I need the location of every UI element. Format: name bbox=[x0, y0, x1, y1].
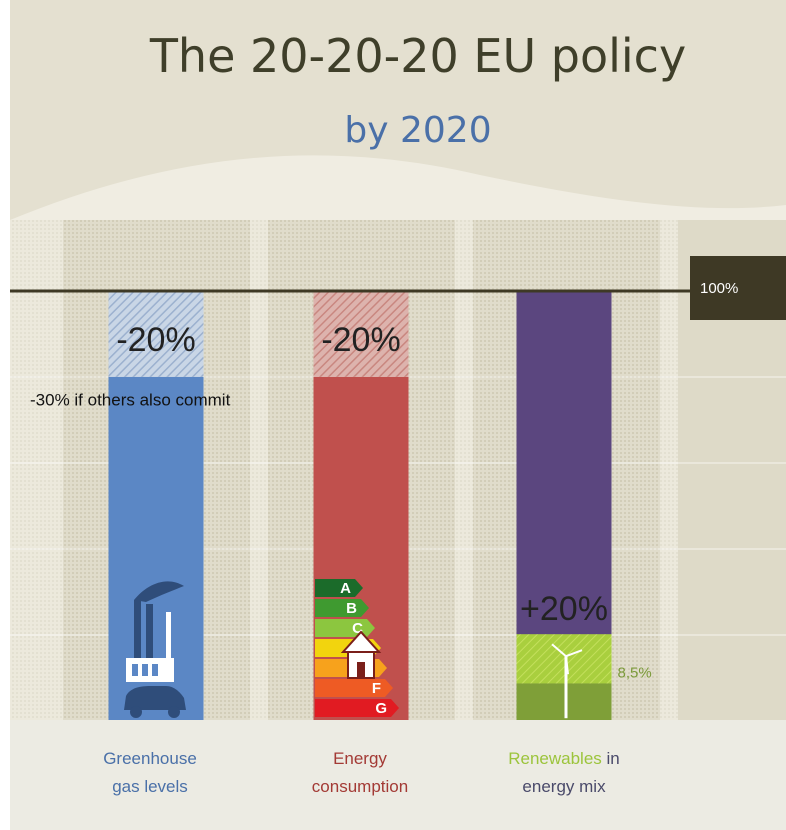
car-body bbox=[124, 686, 186, 710]
energy-class-G bbox=[315, 699, 399, 717]
chart-title: The 20-20-20 EU policy bbox=[149, 29, 686, 83]
category-label-1-line2: gas levels bbox=[112, 777, 188, 796]
bar-1-note: -30% if others also commit bbox=[30, 391, 231, 410]
energy-class-letter: G bbox=[375, 700, 387, 717]
turbine-blade bbox=[551, 643, 567, 657]
bar-3-current-segment bbox=[516, 683, 612, 720]
wind-turbine-icon bbox=[551, 643, 583, 719]
energy-class-F bbox=[315, 679, 393, 697]
footer-band bbox=[10, 720, 786, 830]
chart-subtitle: by 2020 bbox=[344, 110, 491, 151]
category-label-2-line1: Energy bbox=[333, 749, 387, 768]
energy-class-letter: A bbox=[340, 580, 351, 597]
category-label-3-rest: in bbox=[602, 749, 620, 768]
factory-pipe bbox=[166, 612, 171, 658]
energy-class-letter: F bbox=[372, 680, 381, 697]
energy-class-A bbox=[315, 579, 363, 597]
bar-2-reduction bbox=[313, 291, 409, 377]
category-label-3-line1: Renewables in bbox=[508, 749, 620, 768]
energy-class-letter: C bbox=[352, 620, 363, 637]
bar-1-value-label: -20% bbox=[116, 321, 195, 359]
car-icon bbox=[124, 686, 186, 718]
bar-2-value-label: -20% bbox=[321, 321, 400, 359]
factory-chimney bbox=[146, 604, 153, 658]
factory-smoke bbox=[134, 581, 184, 602]
factory-icon bbox=[126, 581, 184, 682]
turbine-blade bbox=[565, 656, 569, 675]
energy-class-B bbox=[315, 599, 369, 617]
energy-label-icon: ABCDEFG bbox=[315, 579, 399, 717]
reference-tag bbox=[690, 256, 786, 320]
category-label-3-highlight: Renewables bbox=[508, 749, 602, 768]
bar-3-target-segment bbox=[516, 634, 612, 684]
car-wheel bbox=[168, 706, 180, 718]
bar-1-reduction bbox=[108, 291, 204, 377]
bar-3-value-label: +20% bbox=[520, 590, 608, 628]
energy-class-C bbox=[315, 619, 375, 637]
bars-group: -20% -20% +20% 8,5% -30% if others also comm… bbox=[30, 291, 652, 720]
turbine-blade bbox=[565, 649, 583, 658]
category-label-2-line2: consumption bbox=[312, 777, 408, 796]
factory-window bbox=[132, 664, 138, 676]
factory-window bbox=[152, 664, 158, 676]
bar-3-current-label: 8,5% bbox=[618, 665, 652, 682]
factory-chimney bbox=[134, 600, 141, 658]
category-label-1-line1: Greenhouse bbox=[103, 749, 197, 768]
car-wheel bbox=[130, 706, 142, 718]
category-label-3-line2: energy mix bbox=[522, 777, 606, 796]
energy-class-letter: B bbox=[346, 600, 357, 617]
reference-label: 100% bbox=[700, 280, 738, 297]
factory-window bbox=[142, 664, 148, 676]
header-wave bbox=[10, 155, 786, 240]
house-door bbox=[357, 662, 365, 678]
